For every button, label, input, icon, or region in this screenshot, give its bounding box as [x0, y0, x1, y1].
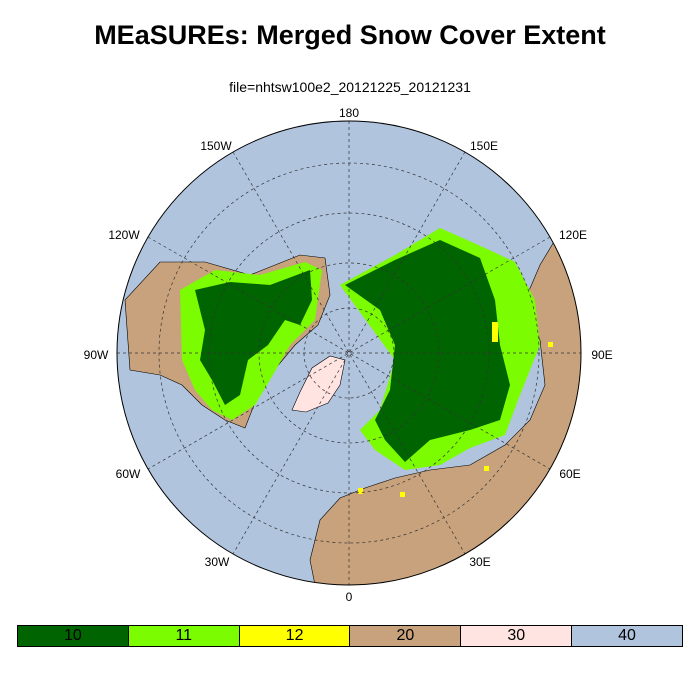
graticule [117, 121, 581, 585]
legend-swatch-11: 11 [128, 626, 240, 646]
legend-label-30: 30 [507, 627, 526, 644]
legend-label-12: 12 [285, 627, 304, 644]
snow-eurasia-deep [345, 240, 510, 462]
map-title: MEaSUREs: Merged Snow Cover Extent [94, 20, 606, 50]
lon-label-60w: 60W [115, 467, 141, 481]
map-subtitle: file=nhtsw100e2_20121225_20121231 [229, 79, 471, 95]
legend-swatch-30: 30 [461, 626, 573, 646]
snow-yellow-pixels [358, 322, 553, 497]
lon-label-120e: 120E [558, 228, 588, 242]
legend-swatch-12: 12 [239, 626, 351, 646]
lon-label-30e: 30E [469, 555, 491, 569]
lon-label-90e: 90E [591, 348, 613, 362]
legend-label-10: 10 [64, 627, 82, 644]
greenland-ice [291, 355, 346, 413]
snow-north-america-deep [195, 270, 312, 405]
legend-swatch-40: 40 [572, 626, 682, 646]
lon-label-150w: 150W [200, 139, 232, 153]
map-border [116, 120, 582, 586]
lon-label-150e: 150E [469, 139, 499, 153]
lon-label-180: 180 [338, 106, 360, 120]
legend-swatch-20: 20 [350, 626, 462, 646]
legend-label-40: 40 [618, 627, 636, 644]
legend-label-11: 11 [175, 627, 193, 644]
lon-label-60e: 60E [559, 467, 581, 481]
legend-colorbar: 10 11 12 20 30 40 [17, 625, 683, 647]
legend-label-20: 20 [396, 627, 415, 644]
lon-label-30w: 30W [204, 555, 230, 569]
lon-label-90w: 90W [83, 348, 109, 362]
legend-swatch-10: 10 [18, 626, 129, 646]
lon-label-0: 0 [345, 590, 353, 604]
lon-label-120w: 120W [108, 228, 140, 242]
